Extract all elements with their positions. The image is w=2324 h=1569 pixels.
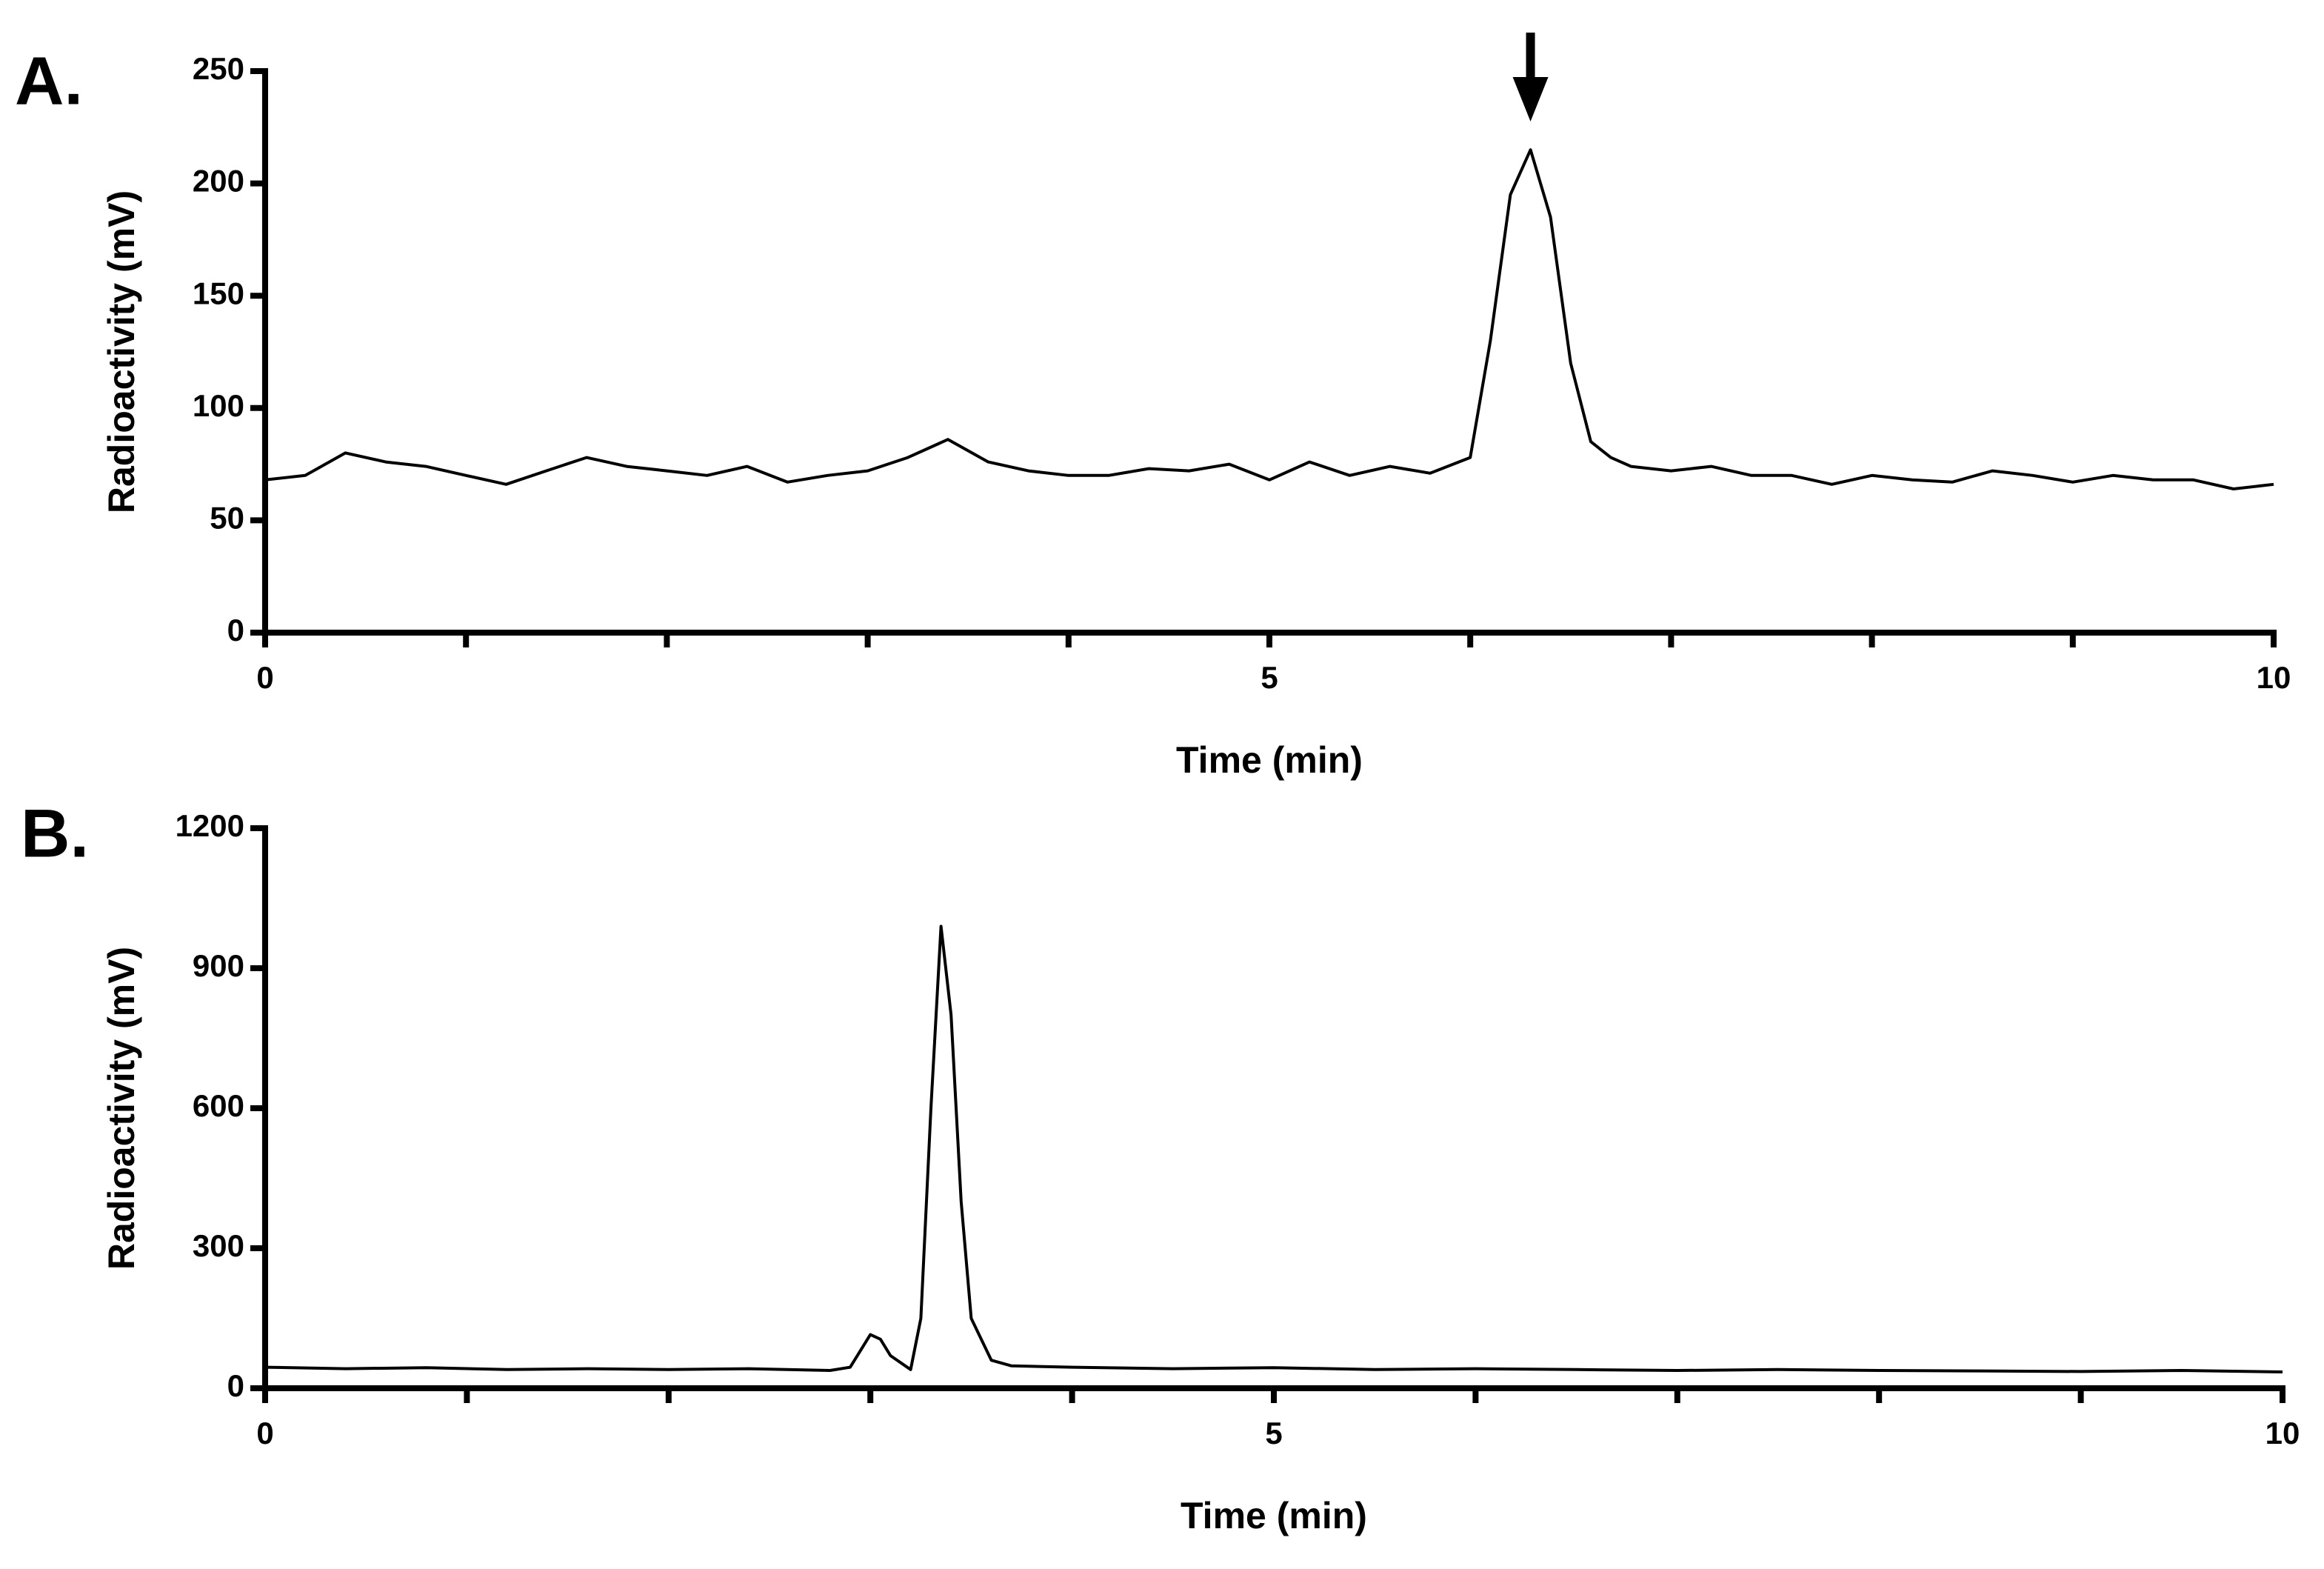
y-tick-label: 50 (210, 500, 244, 535)
x-tick-label: 10 (2257, 660, 2291, 695)
y-tick-label: 0 (227, 1368, 244, 1403)
trace (264, 925, 2283, 1373)
y-tick-label: 100 (193, 388, 244, 423)
x-axis-title: Time (min) (1176, 739, 1363, 781)
y-tick-label: 600 (193, 1088, 244, 1123)
trace (264, 148, 2274, 490)
panel-label: A. (15, 43, 83, 119)
y-axis-title: Radioactivity (mV) (101, 947, 142, 1270)
x-tick-label: 10 (2265, 1416, 2300, 1450)
y-axis-title: Radioactivity (mV) (101, 190, 142, 513)
y-tick-label: 0 (227, 613, 244, 647)
y-tick-label: 150 (193, 276, 244, 310)
x-tick-label: 0 (256, 660, 273, 695)
y-tick-label: 1200 (176, 808, 244, 843)
x-tick-label: 0 (256, 1416, 273, 1450)
x-tick-label: 5 (1265, 1416, 1282, 1450)
x-tick-label: 5 (1260, 660, 1278, 695)
y-tick-label: 900 (193, 948, 244, 983)
arrow (1512, 33, 1549, 121)
y-tick-label: 200 (193, 164, 244, 199)
y-tick-label: 250 (193, 51, 244, 86)
panel-label: B. (21, 796, 89, 871)
x-axis-title: Time (min) (1181, 1495, 1367, 1536)
y-tick-label: 300 (193, 1228, 244, 1263)
